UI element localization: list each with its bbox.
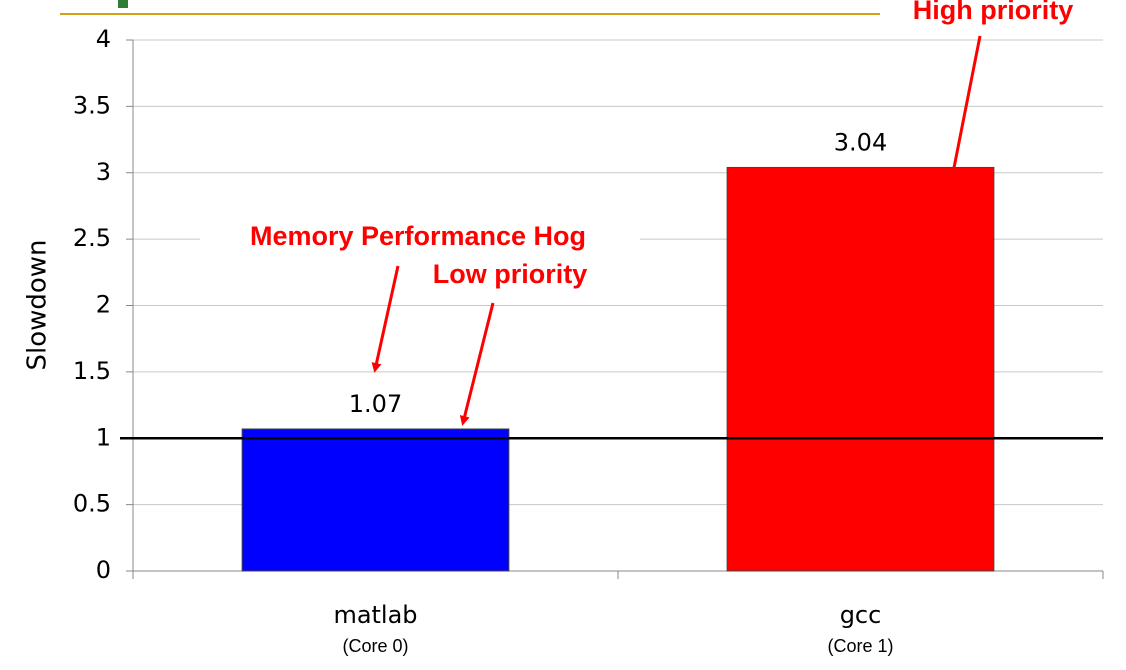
- x-tick-sublabel: (Core 1): [827, 636, 893, 656]
- x-tick-label: matlab: [333, 601, 417, 629]
- bar: [726, 166, 995, 572]
- y-tick-label: 0.5: [73, 490, 111, 518]
- bar: [241, 428, 510, 572]
- arrow: [371, 265, 400, 373]
- annotation: High priority: [913, 0, 1074, 25]
- y-tick-label: 2: [96, 291, 111, 319]
- annotation-background: [200, 222, 640, 254]
- x-tick-label: gcc: [840, 601, 882, 629]
- arrow: [459, 302, 495, 426]
- y-axis-label: Slowdown: [23, 239, 53, 370]
- annotations: Memory Performance Hog Low priority High…: [200, 0, 1074, 426]
- y-tick-label: 4: [96, 25, 111, 53]
- data-label: 3.04: [834, 128, 887, 156]
- y-tick-label: 3: [96, 158, 111, 186]
- y-tick-label: 2.5: [73, 224, 111, 252]
- annotation: Low priority: [433, 259, 588, 289]
- y-tick-label: 3.5: [73, 91, 111, 119]
- data-label: 1.07: [349, 390, 402, 418]
- annotation: Memory Performance Hog: [250, 221, 586, 251]
- y-tick-label: 0: [96, 556, 111, 584]
- x-tick-sublabel: (Core 0): [342, 636, 408, 656]
- plot-area: 0 0.5 1 1.5 2 2.5 3 3.5 4 1.07 matlab (Core 0) 3.04 g…: [73, 25, 1104, 656]
- arrow: [946, 35, 982, 191]
- y-tick-label: 1: [96, 423, 111, 451]
- header-logo-fragment: [118, 0, 128, 8]
- y-tick-label: 1.5: [73, 357, 111, 385]
